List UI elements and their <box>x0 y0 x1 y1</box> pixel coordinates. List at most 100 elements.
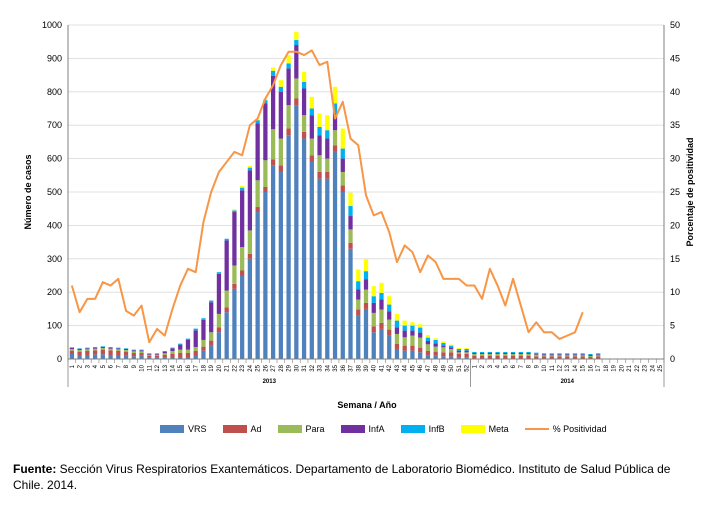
x-tick-label: 1 <box>472 364 478 368</box>
bar-segment-vrs <box>387 335 392 359</box>
bar-segment-para <box>348 229 353 243</box>
bar-segment-infa <box>348 216 353 230</box>
bar-segment-vrs <box>363 308 369 359</box>
bar-segment-infb <box>77 348 82 349</box>
bar-segment-vrs <box>232 288 237 359</box>
x-tick-label: 15 <box>178 364 184 371</box>
bar-segment-para <box>317 155 322 172</box>
x-tick-label: 13 <box>565 364 571 371</box>
legend-label: Para <box>305 424 325 434</box>
bar-segment-para <box>356 299 361 310</box>
bar-segment-ad <box>100 349 105 355</box>
x-tick-label: 10 <box>140 364 146 371</box>
bar-segment-meta <box>309 96 314 109</box>
x-tick-label: 12 <box>155 364 161 371</box>
bar-segment-ad <box>410 345 415 351</box>
bar-segment-para <box>185 349 191 353</box>
year-label: 2013 <box>263 379 277 385</box>
bar-segment-infa <box>363 279 369 290</box>
bar-segment-infb <box>232 210 237 213</box>
bar-segment-ad <box>216 327 222 333</box>
bar-segment-meta <box>340 128 345 149</box>
bar-segment-vrs <box>441 356 446 359</box>
x-tick-label: 18 <box>201 364 207 371</box>
x-tick-label: 36 <box>341 364 347 371</box>
bar-segment-meta <box>301 71 307 82</box>
bar-segment-ad <box>332 145 338 152</box>
bar-segment-vrs <box>263 192 268 359</box>
x-tick-label: 5 <box>101 364 107 368</box>
bar-segment-ad <box>92 350 98 355</box>
positivity-line <box>70 49 584 344</box>
bar-segment-meta <box>379 282 384 293</box>
bar-segment-para <box>332 130 338 146</box>
bar-segment-ad <box>503 355 508 359</box>
bar-segment-infa <box>232 212 237 266</box>
bar-segment-para <box>580 355 585 357</box>
bar-segment-meta <box>348 192 353 207</box>
bar-segment-vrs <box>247 258 253 359</box>
bar-segment-para <box>240 247 245 271</box>
bar-segment-infa <box>162 351 167 354</box>
bar-segment-infb <box>224 238 229 241</box>
bar-segment-para <box>178 349 183 353</box>
bar-segment-infb <box>100 346 105 347</box>
footnote-text: Sección Virus Respiratorios Exantemático… <box>13 462 671 492</box>
bar-segment-infa <box>503 352 508 354</box>
bar-segment-vrs <box>425 355 431 359</box>
bar-segment-para <box>363 289 369 303</box>
bar-segment-para <box>464 352 469 354</box>
bar-segment-para <box>340 171 345 186</box>
footnote: Fuente: Sección Virus Respiratorios Exan… <box>13 461 703 493</box>
bar-segment-ad <box>449 352 454 357</box>
bar-segment-vrs <box>433 355 438 359</box>
bar-segment-para <box>518 353 523 356</box>
bar-segment-infa <box>240 190 245 248</box>
legend-label: InfB <box>428 424 445 434</box>
bar-segment-para <box>162 353 167 355</box>
x-tick-label: 46 <box>418 364 424 371</box>
bar-segment-meta <box>371 286 376 297</box>
bar-segment-para <box>232 265 237 284</box>
bar-segment-para <box>410 335 415 346</box>
x-tick-label: 13 <box>163 364 169 371</box>
bar-segment-ad <box>193 350 198 355</box>
bar-segment-meta <box>402 320 407 326</box>
bar-segment-ad <box>224 307 229 313</box>
bar-segment-ad <box>317 171 322 179</box>
bar-segment-ad <box>162 354 167 358</box>
x-tick-label: 20 <box>217 364 223 371</box>
bar-segment-vrs <box>418 352 423 359</box>
x-tick-label: 14 <box>170 364 176 371</box>
bar-segment-infb <box>402 325 407 331</box>
bar-segment-infb <box>301 81 307 89</box>
bar-segment-ad <box>201 346 206 351</box>
bar-segment-infa <box>69 347 74 349</box>
bar-segment-infa <box>549 354 554 356</box>
bar-segment-infa <box>479 352 485 354</box>
bar-segment-ad <box>394 343 400 349</box>
x-tick-label: 52 <box>465 364 471 371</box>
x-tick-label: 12 <box>558 364 564 371</box>
bar-segment-meta <box>433 338 438 340</box>
bar-segment-para <box>418 337 423 348</box>
x-tick-label: 22 <box>232 364 238 371</box>
bar-segment-infa <box>588 354 593 356</box>
bar-segment-infb <box>123 348 129 349</box>
legend-label: InfA <box>368 424 385 434</box>
bar-segment-vrs <box>464 357 469 359</box>
bar-segment-para <box>425 344 431 351</box>
x-tick-label: 6 <box>511 364 517 368</box>
bar-segment-infa <box>263 103 268 161</box>
legend-swatch <box>277 425 302 433</box>
bar-segment-infa <box>209 302 214 333</box>
bar-segment-vrs <box>286 135 291 359</box>
bar-segment-para <box>394 333 400 344</box>
y2-tick-label: 20 <box>670 220 680 230</box>
bar-segment-vrs <box>116 354 121 359</box>
bar-segment-infb <box>534 352 539 354</box>
y2-axis-title: Porcentaje de positividad <box>685 137 695 246</box>
bar-segment-vrs <box>270 165 276 359</box>
bar-segment-infa <box>456 350 462 353</box>
bar-segment-ad <box>441 352 446 357</box>
